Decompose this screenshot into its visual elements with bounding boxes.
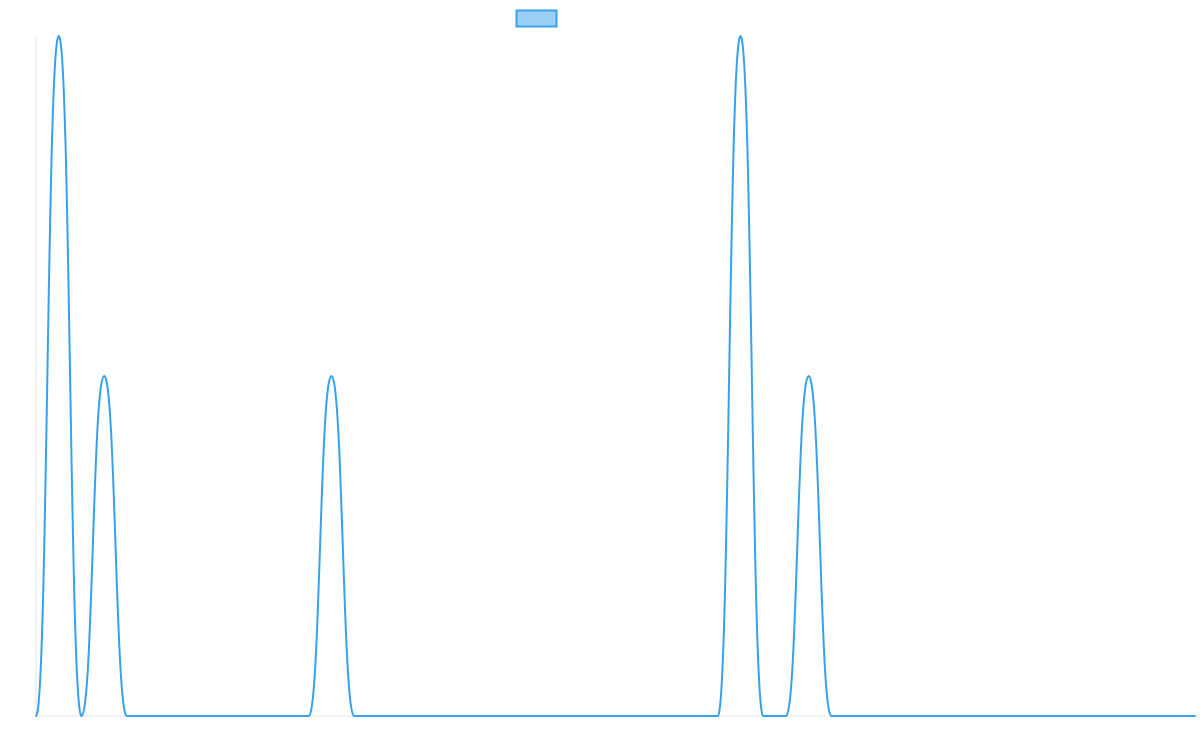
series-group (35, 35, 1196, 717)
legend[interactable] (515, 9, 558, 28)
series-line (35, 35, 1196, 717)
legend-swatch[interactable] (515, 9, 558, 28)
axes (35, 36, 1195, 717)
